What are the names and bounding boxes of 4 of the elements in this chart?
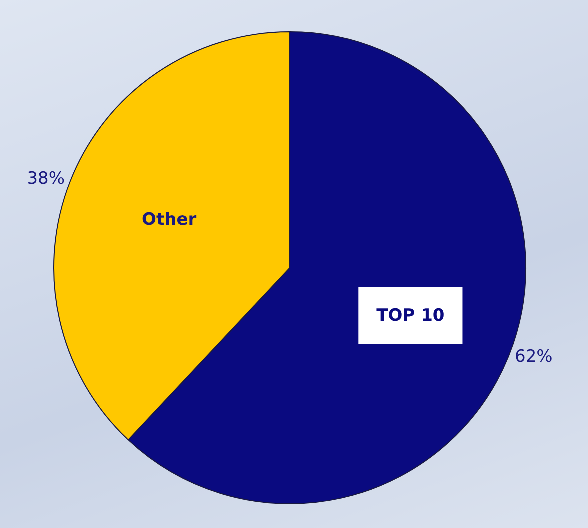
data-label: 38%: [27, 168, 65, 189]
slice-label: TOP 10: [376, 306, 445, 326]
slice-label: Other: [142, 210, 198, 230]
data-label: 62%: [515, 347, 553, 368]
